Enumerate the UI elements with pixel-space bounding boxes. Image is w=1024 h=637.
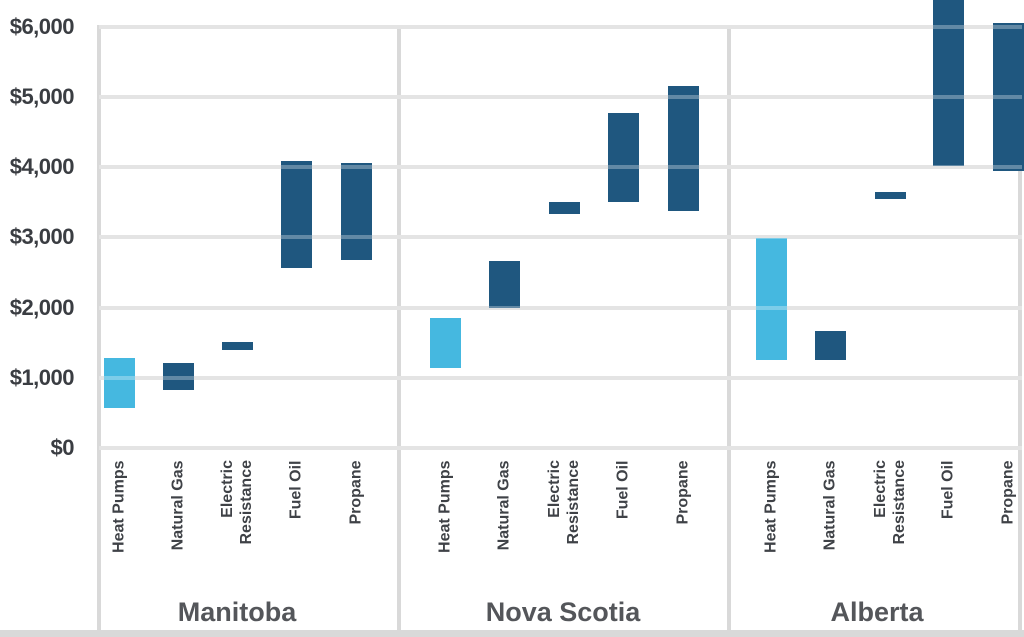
bar-nova-scotia-electric-resistance <box>548 201 580 215</box>
x-label-manitoba-heat-pumps: Heat Pumps <box>110 460 129 590</box>
bar-alberta-propane <box>992 23 1024 171</box>
bar-nova-scotia-natural-gas <box>488 260 520 308</box>
gridline-overlay--6-000 <box>99 24 1022 29</box>
gridline--4-000 <box>99 165 1022 170</box>
x-label-line: Propane <box>999 460 1017 525</box>
y-tick-label--4-000: $4,000 <box>9 154 75 180</box>
x-label-line: Electric <box>872 460 889 518</box>
y-tick-label--5-000: $5,000 <box>9 84 75 109</box>
group-label-manitoba: Manitoba <box>177 597 297 627</box>
x-label-alberta-electric-resistance: Electric Resistance <box>871 460 909 590</box>
x-label-nova-scotia-propane: Propane <box>674 460 693 590</box>
bar-nova-scotia-fuel-oil <box>607 113 639 202</box>
x-label-manitoba-fuel-oil: Fuel Oil <box>287 460 306 590</box>
x-label-alberta-heat-pumps: Heat Pumps <box>762 460 781 590</box>
x-label-line: Resistance <box>238 460 255 545</box>
panel-separator-2 <box>727 25 731 630</box>
x-label-line: Fuel Oil <box>287 460 305 519</box>
bar-alberta-electric-resistance <box>874 191 906 199</box>
x-label-line: Propane <box>347 460 365 525</box>
bar-manitoba-fuel-oil <box>280 160 312 269</box>
x-label-line: Natural Gas <box>169 460 187 550</box>
x-label-line: Electric <box>219 460 236 518</box>
x-label-manitoba-natural-gas: Natural Gas <box>169 460 188 590</box>
gridline--6-000 <box>99 24 1022 29</box>
bar-manitoba-electric-resistance <box>221 341 253 351</box>
x-label-nova-scotia-natural-gas: Natural Gas <box>495 460 514 590</box>
y-tick-label--1-000: $1,000 <box>9 364 75 390</box>
bar-alberta-natural-gas <box>814 331 846 361</box>
gridline--1-000 <box>99 375 1022 380</box>
x-label-nova-scotia-fuel-oil: Fuel Oil <box>614 460 633 590</box>
x-label-nova-scotia-heat-pumps: Heat Pumps <box>436 460 455 590</box>
bar-manitoba-propane <box>340 162 372 260</box>
gridline--3-000 <box>99 235 1022 240</box>
gridline-overlay--3-000 <box>99 235 1022 240</box>
panel-separator-0 <box>97 25 101 630</box>
y-tick-label--2-000: $2,000 <box>9 294 75 320</box>
gridline-overlay--2-000 <box>99 305 1022 310</box>
x-label-line: Heat Pumps <box>436 460 454 553</box>
x-label-line: Heat Pumps <box>110 460 128 553</box>
bar-alberta-fuel-oil <box>932 0 964 166</box>
x-label-alberta-fuel-oil: Fuel Oil <box>939 460 958 590</box>
x-label-alberta-natural-gas: Natural Gas <box>821 460 840 590</box>
gridline-overlay--5-000 <box>99 95 1022 99</box>
x-label-alberta-propane: Propane <box>999 460 1018 590</box>
x-label-line: Electric <box>546 460 563 518</box>
bar-nova-scotia-heat-pumps <box>429 318 461 368</box>
x-label-manitoba-electric-resistance: Electric Resistance <box>218 460 256 590</box>
bar-nova-scotia-propane <box>667 86 699 212</box>
x-label-line: Propane <box>674 460 692 525</box>
gridline--0 <box>99 446 1022 450</box>
x-label-line: Fuel Oil <box>939 460 957 519</box>
y-tick-label--6-000: $6,000 <box>9 13 75 39</box>
gridline-overlay--1-000 <box>99 375 1022 380</box>
x-label-line: Fuel Oil <box>614 460 632 519</box>
gridline--5-000 <box>99 95 1022 99</box>
y-tick-label--3-000: $3,000 <box>9 224 75 250</box>
gridline--2-000 <box>99 305 1022 310</box>
panel-separator-3 <box>1018 25 1022 630</box>
group-label-nova-scotia: Nova Scotia <box>485 597 641 627</box>
x-label-nova-scotia-electric-resistance: Electric Resistance <box>545 460 583 590</box>
x-label-line: Heat Pumps <box>762 460 780 553</box>
gridline-overlay--4-000 <box>99 165 1022 170</box>
x-label-line: Resistance <box>565 460 582 545</box>
bottom-border <box>0 630 1024 637</box>
x-label-line: Natural Gas <box>495 460 513 550</box>
x-label-line: Resistance <box>891 460 908 545</box>
bar-alberta-heat-pumps <box>755 238 787 361</box>
x-label-manitoba-propane: Propane <box>347 460 366 590</box>
x-label-line: Natural Gas <box>821 460 839 550</box>
panel-separator-1 <box>397 25 401 630</box>
bar-manitoba-natural-gas <box>162 363 194 390</box>
y-tick-label--0: $0 <box>50 435 75 460</box>
group-label-alberta: Alberta <box>830 597 924 627</box>
gridline-overlay--0 <box>99 446 1022 450</box>
bar-manitoba-heat-pumps <box>103 358 135 408</box>
